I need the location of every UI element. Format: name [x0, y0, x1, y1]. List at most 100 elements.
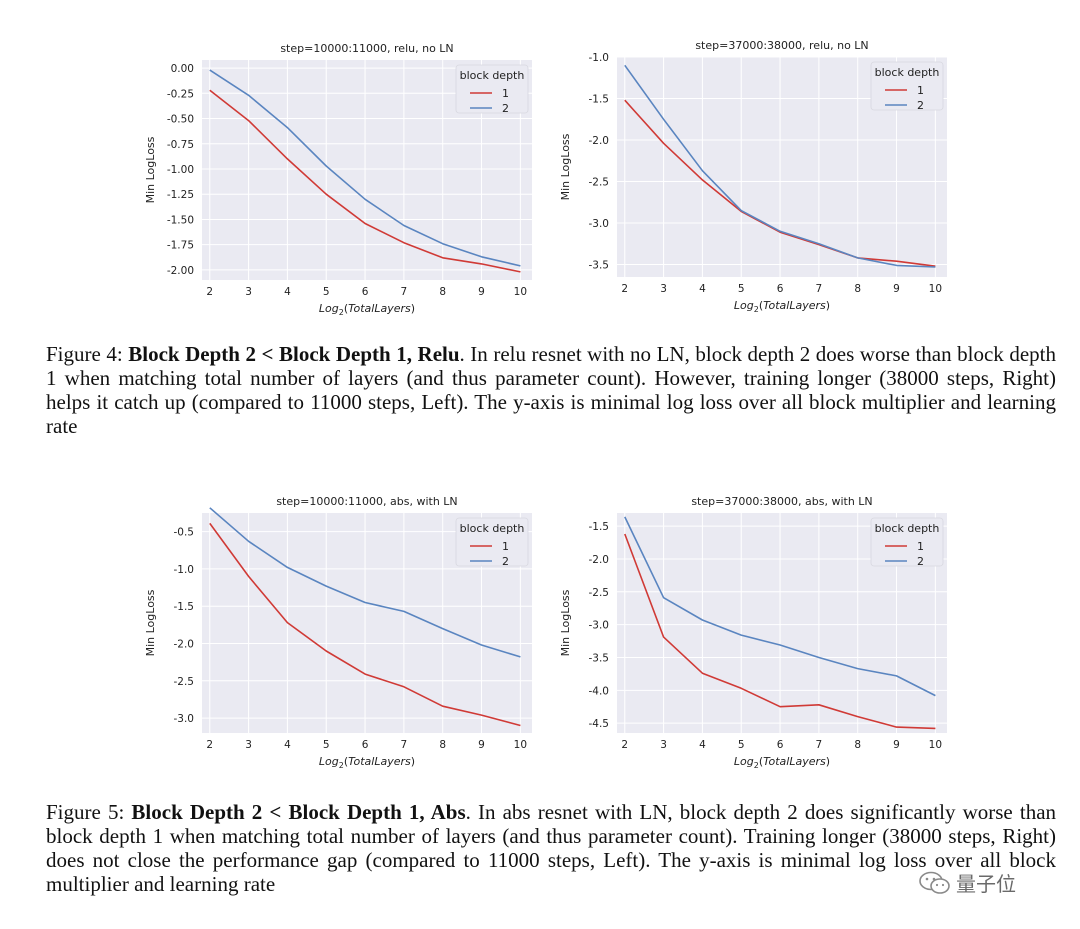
x-tick-label: 3	[245, 286, 252, 298]
chart-title: step=10000:11000, abs, with LN	[276, 495, 457, 508]
x-tick-label: 6	[777, 283, 784, 295]
legend-label-1: 1	[502, 540, 509, 553]
chart-fig4-left: step=10000:11000, relu, no LN 2 3 4 5 6 7 8 9 10 0…	[140, 38, 540, 323]
legend-box	[870, 517, 944, 567]
series-line-1	[624, 533, 936, 730]
x-tick-label: 8	[854, 283, 861, 295]
series-line-2	[624, 64, 936, 268]
figure5-caption: Figure 5: Block Depth 2 < Block Depth 1,…	[46, 800, 1056, 896]
x-tick-label: 9	[893, 739, 900, 751]
y-tick-label: 0.00	[171, 63, 194, 75]
y-tick-label: -1.25	[167, 189, 194, 201]
y-tick-label: -3.5	[589, 652, 610, 664]
y-tick-label: -4.0	[589, 685, 610, 697]
x-tick-label: 4	[284, 286, 291, 298]
y-tick-label: -2.5	[589, 177, 610, 189]
series-line-1	[624, 99, 936, 267]
y-tick-label: -0.5	[174, 527, 195, 539]
x-tick-label: 3	[245, 739, 252, 751]
x-tick-label: 4	[699, 283, 706, 295]
chart-svg: step=10000:11000, relu, no LN 2 3 4 5 6 7 8 9 10 0…	[144, 42, 532, 317]
series-line-1	[209, 522, 521, 727]
y-tick-label: -2.5	[174, 676, 195, 688]
y-tick-label: -2.00	[167, 265, 194, 277]
x-tick-label: 2	[621, 283, 628, 295]
series-line-2	[209, 507, 521, 658]
legend-label-2: 2	[917, 99, 924, 112]
x-tick-label: 7	[401, 286, 408, 298]
figure4-bold-title: Block Depth 2 < Block Depth 1, Relu	[128, 342, 460, 366]
x-tick-label: 4	[699, 739, 706, 751]
legend: block depth 1 2	[870, 517, 944, 568]
series-line-1	[209, 89, 521, 273]
y-axis-label: Min LogLoss	[559, 133, 572, 200]
chart-title: step=37000:38000, relu, no LN	[695, 39, 868, 52]
x-tick-label: 5	[738, 739, 745, 751]
x-tick-label: 10	[514, 739, 527, 751]
legend-label-1: 1	[917, 84, 924, 97]
x-axis-label: Log2(TotalLayers)	[319, 302, 415, 317]
chart-fig4-right: step=37000:38000, relu, no LN 2 3 4 5 6 7 8 9 10 -…	[555, 35, 955, 320]
y-tick-label: -3.5	[589, 260, 610, 272]
x-axis-label: Log2(TotalLayers)	[734, 755, 830, 770]
y-tick-label: -1.0	[589, 52, 610, 64]
figure5-bold-title: Block Depth 2 < Block Depth 1, Abs	[131, 800, 466, 824]
x-tick-label: 8	[439, 286, 446, 298]
legend-title: block depth	[460, 522, 525, 535]
legend: block depth 1 2	[455, 517, 529, 568]
y-axis-label: Min LogLoss	[559, 589, 572, 656]
chart-svg: step=10000:11000, abs, with LN 2 3 4 5 6 7 8 9 10…	[144, 495, 532, 770]
y-tick-label: -1.75	[167, 240, 194, 252]
watermark-text: 量子位	[956, 872, 1016, 896]
x-tick-label: 4	[284, 739, 291, 751]
chart-svg: step=37000:38000, abs, with LN 2 3 4 5 6 7 8 9 10…	[559, 495, 947, 770]
legend-box	[455, 64, 529, 114]
legend: block depth 1 2	[455, 64, 529, 115]
y-axis-label: Min LogLoss	[144, 589, 157, 656]
legend-label-2: 2	[502, 102, 509, 115]
x-tick-label: 7	[401, 739, 408, 751]
y-tick-label: -0.50	[167, 114, 194, 126]
x-tick-label: 10	[929, 739, 942, 751]
chart-title: step=37000:38000, abs, with LN	[691, 495, 872, 508]
x-tick-label: 5	[323, 739, 330, 751]
wechat-icon	[919, 871, 950, 894]
legend-label-2: 2	[502, 555, 509, 568]
x-axis-label: Log2(TotalLayers)	[734, 299, 830, 314]
legend-title: block depth	[875, 522, 940, 535]
legend-box	[455, 517, 529, 567]
x-tick-label: 6	[362, 286, 369, 298]
chart-fig5-right: step=37000:38000, abs, with LN 2 3 4 5 6 7 8 9 10…	[555, 491, 955, 776]
y-tick-label: -3.0	[589, 620, 610, 632]
x-tick-label: 6	[777, 739, 784, 751]
y-tick-label: -1.0	[174, 564, 195, 576]
x-tick-label: 7	[816, 739, 823, 751]
x-axis-label: Log2(TotalLayers)	[319, 755, 415, 770]
x-tick-label: 2	[206, 739, 213, 751]
figure4-caption: Figure 4: Block Depth 2 < Block Depth 1,…	[46, 342, 1056, 438]
legend-title: block depth	[875, 66, 940, 79]
x-tick-label: 5	[323, 286, 330, 298]
y-tick-label: -2.0	[174, 639, 195, 651]
x-tick-label: 10	[929, 283, 942, 295]
legend-label-1: 1	[917, 540, 924, 553]
x-tick-label: 2	[206, 286, 213, 298]
watermark: 量子位	[918, 868, 1016, 897]
y-axis-label: Min LogLoss	[144, 136, 157, 203]
x-tick-label: 3	[660, 739, 667, 751]
y-tick-label: -3.0	[174, 713, 195, 725]
x-tick-label: 9	[893, 283, 900, 295]
y-tick-label: -0.75	[167, 139, 194, 151]
series-line-2	[624, 516, 936, 697]
x-tick-label: 8	[854, 739, 861, 751]
y-tick-label: -2.0	[589, 135, 610, 147]
x-tick-label: 6	[362, 739, 369, 751]
x-tick-label: 8	[439, 739, 446, 751]
figure4-label: Figure 4:	[46, 342, 123, 366]
y-tick-label: -1.5	[174, 601, 195, 613]
legend: block depth 1 2	[870, 61, 944, 112]
y-tick-label: -4.5	[589, 718, 610, 730]
legend-box	[870, 61, 944, 111]
chart-fig5-left: step=10000:11000, abs, with LN 2 3 4 5 6 7 8 9 10…	[140, 491, 540, 776]
figure4-text: . In relu resnet with no LN, block depth…	[46, 342, 1056, 438]
